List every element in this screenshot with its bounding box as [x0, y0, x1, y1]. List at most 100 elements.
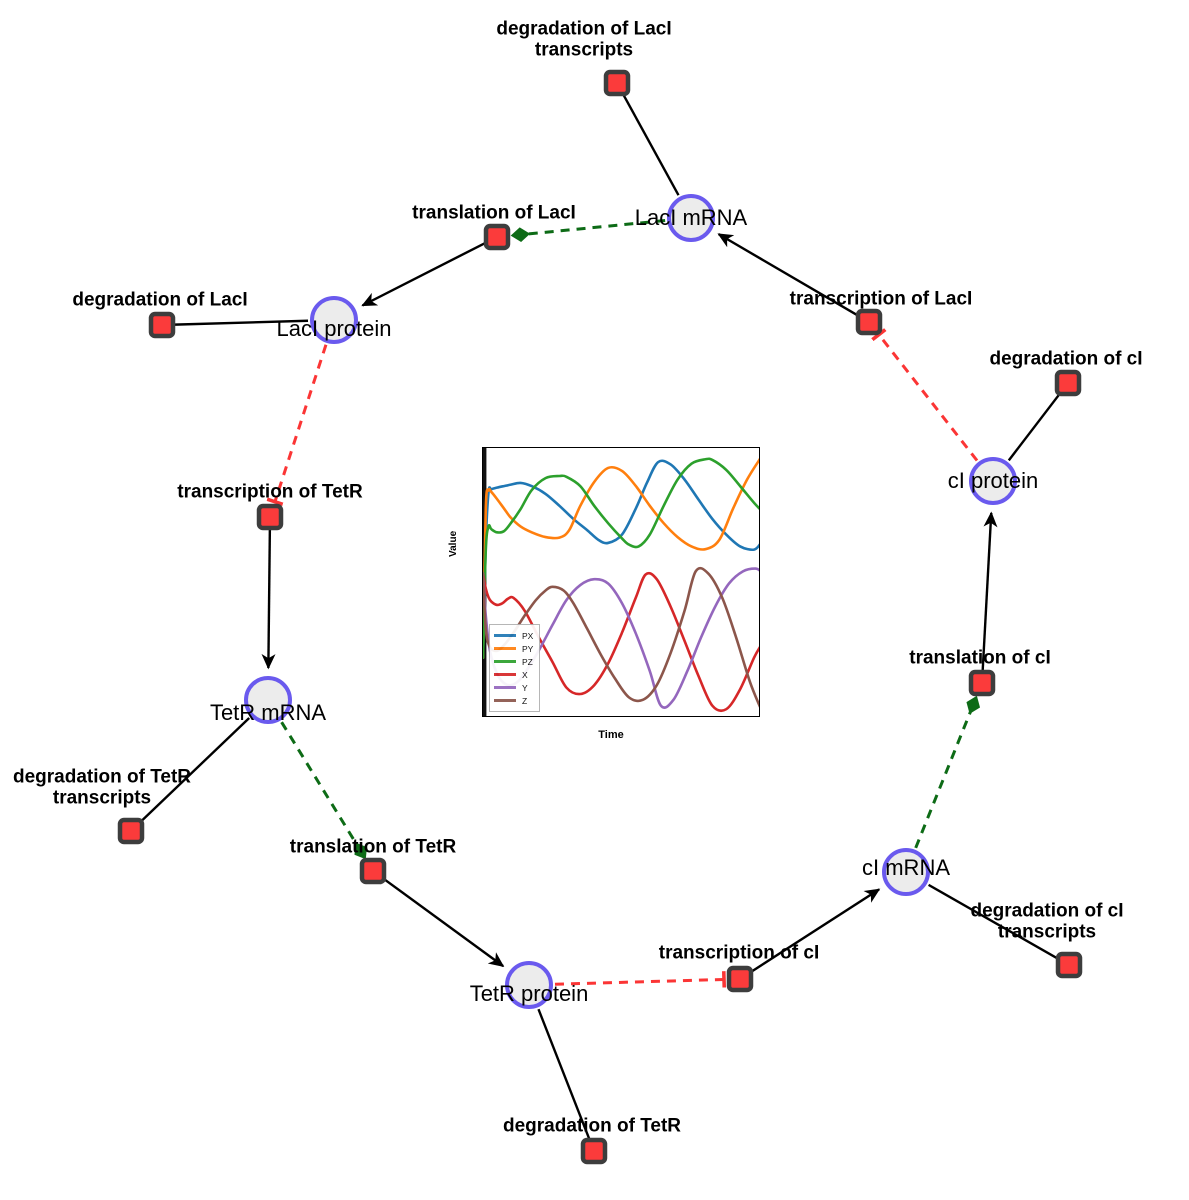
- edge-deg_ci_transcripts-to-ci_mrna: [927, 883, 1059, 960]
- legend-item-X: X: [494, 668, 533, 681]
- edge-transl_ci-to-ci_protein: [981, 511, 998, 671]
- reaction-label-deg_ci: degradation of cI: [989, 348, 1142, 369]
- legend-swatch-Z: [494, 699, 516, 702]
- chart-y-tickmark: [482, 597, 483, 598]
- reaction-label-transcr_laci: transcription of LacI: [790, 288, 973, 309]
- reaction-node-transcr_laci[interactable]: [855, 308, 883, 336]
- legend-swatch-X: [494, 673, 516, 676]
- reaction-label-line: degradation of LacI: [496, 18, 672, 40]
- reaction-label-line: degradation of cI: [989, 348, 1143, 370]
- legend-item-PY: PY: [494, 642, 533, 655]
- reaction-label-transcr_ci: transcription of cI: [659, 942, 819, 963]
- species-node-tetr_protein[interactable]: [505, 961, 553, 1009]
- reaction-node-transl_laci[interactable]: [483, 223, 511, 251]
- legend-item-Z: Z: [494, 694, 533, 707]
- reaction-label-line: translation of TetR: [289, 836, 457, 858]
- chart-series-X: [483, 571, 759, 713]
- edge-laci_protein-to-transcr_tetr: [266, 344, 328, 507]
- legend-label-PX: PX: [522, 630, 534, 641]
- reaction-node-deg_tetr[interactable]: [580, 1137, 608, 1165]
- reaction-label-deg_tetr_transcripts: degradation of TetR transcripts: [13, 767, 191, 810]
- reaction-label-line: degradation of cI: [970, 900, 1124, 922]
- reaction-node-deg_ci_transcripts[interactable]: [1055, 951, 1083, 979]
- reaction-label-line: transcription of cI: [658, 942, 820, 964]
- reaction-label-line: transcription of LacI: [789, 288, 973, 310]
- species-node-ci_mrna[interactable]: [882, 848, 930, 896]
- chart-y-axis-title: Value: [448, 530, 459, 557]
- chart-x-tickmark: [482, 716, 483, 717]
- reaction-label-transcr_tetr: transcription of TetR: [177, 481, 362, 502]
- reaction-label-transl_tetr: translation of TetR: [290, 836, 456, 857]
- edge-ci_mrna-to-transl_ci: [914, 695, 981, 849]
- chart-y-tickmark: [482, 536, 483, 537]
- species-node-laci_mrna[interactable]: [667, 194, 715, 242]
- chart-series-PZ: [483, 457, 759, 659]
- chart-series-PX: [483, 459, 759, 659]
- reaction-node-deg_laci[interactable]: [148, 311, 176, 339]
- reaction-label-deg_laci: degradation of LacI: [72, 289, 247, 310]
- reaction-label-deg_ci_transcripts: degradation of cI transcripts: [970, 901, 1123, 944]
- edge-tetr_mrna-to-transl_tetr: [280, 721, 367, 860]
- reaction-node-transcr_tetr[interactable]: [256, 503, 284, 531]
- legend-swatch-PZ: [494, 660, 516, 663]
- edge-transl_tetr-to-tetr_protein: [382, 877, 505, 968]
- reaction-label-line: degradation of LacI: [72, 289, 248, 311]
- reaction-node-deg_ci[interactable]: [1054, 369, 1082, 397]
- legend-label-Y: Y: [522, 682, 528, 693]
- chart-legend: PX PY PZ X Y Z: [489, 624, 541, 712]
- chart-x-tickmark: [691, 716, 692, 717]
- species-node-tetr_mrna[interactable]: [244, 676, 292, 724]
- reaction-label-line: transcription of TetR: [177, 481, 363, 503]
- legend-label-Z: Z: [522, 695, 528, 706]
- edge-deg_tetr_transcripts-to-tetr_mrna: [139, 717, 251, 823]
- reaction-label-transl_ci: translation of cI: [909, 647, 1050, 668]
- chart-x-tickmark: [552, 716, 553, 717]
- reaction-label-line: degradation of TetR: [502, 1115, 682, 1137]
- edge-ci_protein-to-transcr_laci: [871, 328, 979, 462]
- legend-swatch-Y: [494, 686, 516, 689]
- reaction-node-transcr_ci[interactable]: [726, 965, 754, 993]
- legend-label-PY: PY: [522, 643, 534, 654]
- edge-transl_laci-to-laci_protein: [361, 241, 486, 307]
- edge-deg_ci-to-ci_protein: [1007, 392, 1062, 462]
- reaction-node-deg_laci_transcripts[interactable]: [603, 69, 631, 97]
- legend-label-PZ: PZ: [522, 656, 533, 667]
- legend-label-X: X: [522, 669, 528, 680]
- reaction-node-transl_tetr[interactable]: [359, 857, 387, 885]
- reaction-label-deg_laci_transcripts: degradation of LacI transcripts: [496, 19, 671, 62]
- legend-swatch-PX: [494, 634, 516, 637]
- edge-transcr_ci-to-ci_mrna: [750, 888, 881, 973]
- reaction-node-transl_ci[interactable]: [968, 669, 996, 697]
- species-node-laci_protein[interactable]: [310, 296, 358, 344]
- reaction-label-line: degradation of TetR: [12, 766, 192, 788]
- legend-item-PZ: PZ: [494, 655, 533, 668]
- edge-deg_laci_transcripts-to-laci_mrna: [622, 93, 680, 196]
- legend-swatch-PY: [494, 647, 516, 650]
- legend-item-Y: Y: [494, 681, 533, 694]
- legend-item-PX: PX: [494, 629, 533, 642]
- chart-series-PY: [483, 458, 759, 659]
- species-node-ci_protein[interactable]: [969, 457, 1017, 505]
- reaction-label-deg_tetr: degradation of TetR: [503, 1115, 681, 1136]
- reaction-node-deg_tetr_transcripts[interactable]: [117, 817, 145, 845]
- edge-deg_tetr-to-tetr_protein: [537, 1008, 591, 1140]
- edge-transcr_laci-to-laci_mrna: [717, 233, 859, 317]
- edge-deg_laci-to-laci_protein: [174, 319, 309, 326]
- reaction-label-line: translation of cI: [909, 647, 1051, 669]
- chart-y-tickmark: [482, 657, 483, 658]
- edge-transcr_tetr-to-tetr_mrna: [261, 529, 276, 670]
- reaction-label-line: transcripts: [52, 788, 152, 809]
- reaction-label-line: translation of LacI: [412, 202, 576, 224]
- reaction-label-line: transcripts: [534, 40, 634, 61]
- chart-x-axis-title: Time: [598, 729, 624, 741]
- reaction-label-line: transcripts: [997, 922, 1097, 943]
- edge-tetr_protein-to-transcr_ci: [554, 971, 727, 988]
- chart-y-tickmark: [482, 476, 483, 477]
- reaction-label-transl_laci: translation of LacI: [412, 202, 576, 223]
- chart-x-tickmark: [621, 716, 622, 717]
